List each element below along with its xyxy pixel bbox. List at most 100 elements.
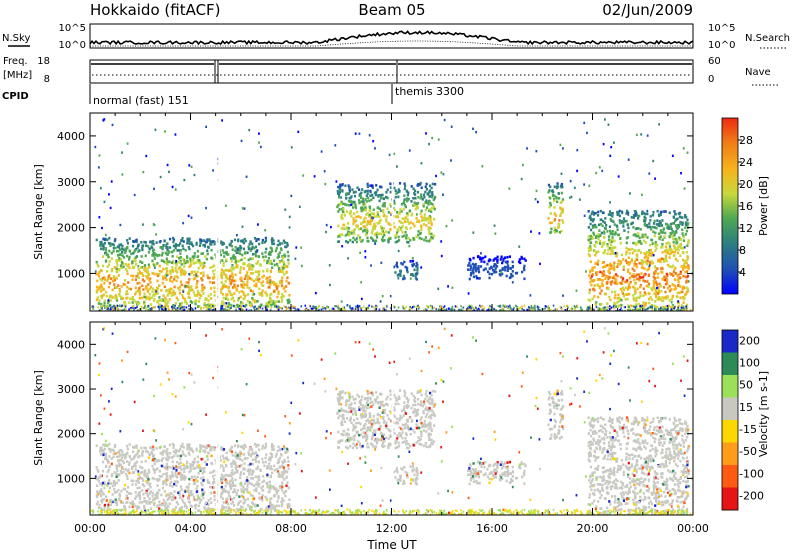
power-cell	[375, 190, 378, 194]
power-cell	[593, 284, 596, 287]
power-cell	[586, 131, 588, 135]
power-cell	[121, 254, 124, 258]
power-cell	[200, 277, 203, 280]
power-cell	[574, 306, 577, 309]
power-cell	[488, 306, 491, 309]
velocity-cell	[219, 459, 223, 462]
power-cell	[127, 287, 131, 291]
power-cell	[380, 196, 383, 200]
power-cell	[262, 274, 266, 278]
velocity-cell	[162, 472, 165, 476]
power-cell	[631, 309, 633, 311]
power-cell	[614, 251, 617, 255]
power-cell	[261, 307, 264, 310]
power-cell	[684, 275, 687, 279]
power-cell	[148, 278, 151, 282]
power-cell	[342, 207, 345, 211]
velocity-cell	[197, 471, 200, 475]
power-cell	[97, 302, 100, 305]
velocity-cell	[136, 479, 140, 482]
velocity-cell	[281, 502, 284, 506]
velocity-cell	[189, 465, 192, 469]
power-cell	[227, 286, 230, 290]
power-cell	[242, 267, 245, 270]
power-cell	[561, 198, 565, 201]
power-cell	[622, 217, 626, 220]
power-cell	[189, 259, 192, 262]
power-cell	[385, 220, 388, 223]
velocity-cell	[255, 445, 258, 448]
power-cell	[269, 283, 272, 286]
power-cell	[99, 288, 102, 291]
power-cell	[611, 219, 614, 223]
power-cell	[290, 194, 293, 198]
power-cell	[361, 229, 365, 233]
power-cell	[107, 241, 111, 245]
power-cell	[278, 267, 281, 270]
power-cell	[508, 309, 511, 311]
power-cell	[158, 253, 161, 257]
power-cell	[168, 298, 171, 301]
power-cell	[616, 301, 619, 304]
power-cell	[403, 198, 406, 201]
power-cell	[309, 305, 312, 308]
power-cell	[341, 245, 344, 248]
power-cell	[271, 280, 274, 284]
power-cell	[233, 255, 237, 259]
power-cell	[634, 303, 638, 306]
power-cell	[115, 276, 118, 280]
power-cell	[681, 246, 684, 250]
power-cell	[212, 304, 215, 307]
power-cell	[673, 278, 676, 281]
power-cell	[183, 178, 186, 182]
power-cell	[673, 210, 676, 213]
power-cell	[258, 273, 261, 276]
power-cell	[659, 224, 662, 228]
power-cell	[154, 289, 157, 292]
power-cell	[182, 240, 185, 243]
power-cell	[613, 281, 616, 285]
power-cell	[103, 299, 106, 303]
velocity-cell	[141, 450, 145, 453]
power-cell	[238, 259, 241, 263]
power-cell	[214, 268, 217, 272]
power-cell	[601, 211, 605, 214]
power-cell	[196, 280, 199, 283]
velocity-cell	[271, 455, 274, 458]
power-cell	[187, 284, 190, 287]
power-cell	[267, 303, 270, 306]
velocity-cell	[206, 479, 209, 482]
power-cell	[144, 286, 148, 290]
power-cell	[588, 288, 591, 292]
velocity-cell	[179, 461, 182, 465]
power-cell	[433, 197, 436, 200]
power-cell	[646, 212, 649, 216]
power-cell	[621, 279, 624, 282]
velocity-cell	[173, 480, 176, 483]
power-cell	[337, 240, 341, 243]
power-cell	[641, 266, 645, 269]
power-cell	[362, 225, 365, 228]
power-cell	[109, 242, 112, 245]
power-cell	[431, 191, 434, 194]
power-cell	[359, 195, 362, 198]
power-cell	[113, 278, 117, 282]
velocity-cell	[175, 484, 178, 487]
power-cell	[366, 192, 369, 195]
power-cell	[672, 221, 675, 225]
power-cell	[162, 244, 165, 248]
power-cell	[599, 242, 602, 245]
power-cell	[345, 197, 348, 200]
power-cell	[387, 237, 391, 241]
velocity-cell	[131, 450, 135, 454]
velocity-cell	[151, 492, 154, 495]
power-cell	[269, 253, 272, 257]
velocity-cell	[181, 476, 184, 479]
power-cell	[306, 308, 308, 311]
power-cell	[158, 284, 161, 287]
velocity-cell	[271, 471, 274, 475]
power-cell	[656, 283, 659, 286]
power-cell	[221, 302, 224, 305]
power-cell	[421, 219, 424, 222]
power-cell	[133, 298, 136, 302]
